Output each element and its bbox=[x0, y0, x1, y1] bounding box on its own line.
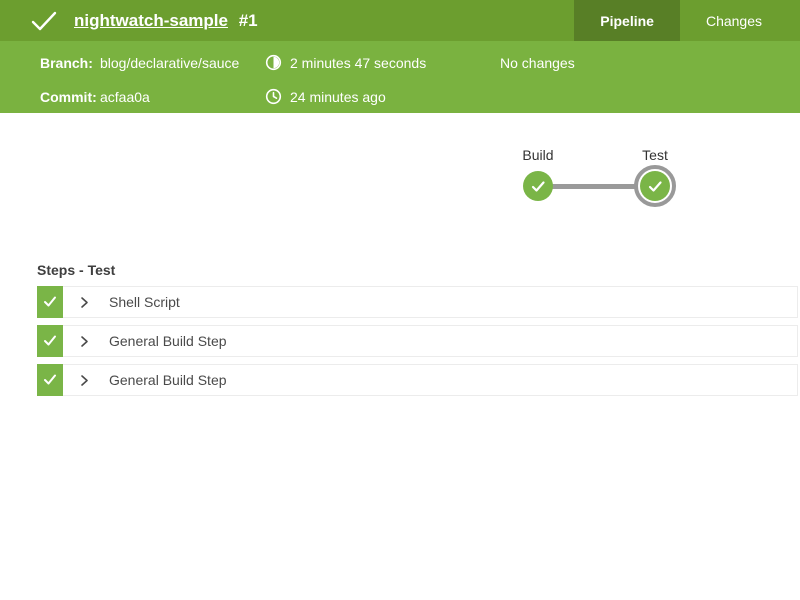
branch-label: Branch: bbox=[40, 55, 93, 71]
branch-value: blog/declarative/sauce bbox=[100, 55, 240, 71]
step-success-check-icon bbox=[37, 325, 63, 357]
stopwatch-icon bbox=[265, 54, 282, 74]
step-row[interactable]: Shell Script bbox=[37, 286, 798, 318]
step-row[interactable]: General Build Step bbox=[37, 325, 798, 357]
run-title: nightwatch-sample #1 bbox=[74, 11, 258, 31]
duration-text: 2 minutes 47 seconds bbox=[290, 55, 427, 71]
check-icon bbox=[531, 180, 545, 192]
run-details-bar: Branch: blog/declarative/sauce 2 minutes… bbox=[0, 41, 800, 113]
tab-changes[interactable]: Changes bbox=[705, 12, 762, 29]
stage-label-test: Test bbox=[642, 147, 668, 163]
run-title-link[interactable]: nightwatch-sample bbox=[74, 10, 228, 30]
commit-label: Commit: bbox=[40, 89, 97, 105]
run-number: #1 bbox=[238, 10, 258, 30]
time-ago-text: 24 minutes ago bbox=[290, 89, 386, 105]
stage-label-build: Build bbox=[522, 147, 554, 163]
top-header: nightwatch-sample #1 Pipeline Changes bbox=[0, 0, 800, 41]
header-tabs: Pipeline Changes bbox=[574, 0, 788, 41]
check-icon bbox=[648, 180, 662, 192]
chevron-right-icon bbox=[80, 374, 89, 387]
chevron-right-icon bbox=[80, 296, 89, 309]
commit-value: acfaa0a bbox=[100, 89, 150, 105]
changes-summary: No changes bbox=[500, 55, 575, 71]
step-label: General Build Step bbox=[109, 372, 227, 388]
graph-connector-line bbox=[545, 184, 655, 189]
step-row[interactable]: General Build Step bbox=[37, 364, 798, 396]
stage-node-test[interactable] bbox=[640, 171, 670, 201]
stage-node-build[interactable] bbox=[523, 171, 553, 201]
tab-pipeline[interactable]: Pipeline bbox=[574, 0, 680, 41]
step-label: Shell Script bbox=[109, 294, 180, 310]
step-label: General Build Step bbox=[109, 333, 227, 349]
clock-icon bbox=[265, 88, 282, 108]
step-success-check-icon bbox=[37, 286, 63, 318]
success-check-icon bbox=[30, 10, 58, 32]
chevron-right-icon bbox=[80, 335, 89, 348]
steps-heading: Steps - Test bbox=[37, 262, 116, 278]
stage-node-test-selected[interactable] bbox=[634, 165, 676, 207]
steps-list: Shell Script General Build Step General … bbox=[37, 286, 798, 403]
step-success-check-icon bbox=[37, 364, 63, 396]
